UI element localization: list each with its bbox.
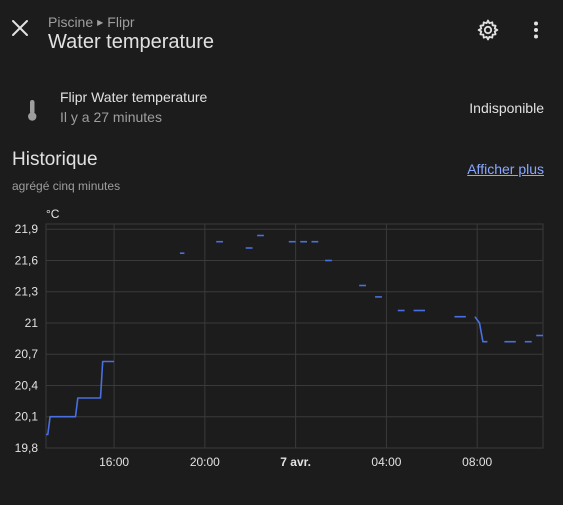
y-axis-unit: °C (46, 207, 60, 221)
y-tick-label: 20,7 (15, 347, 39, 361)
dialog-header: Piscine ▶ Flipr Water temperature (0, 0, 563, 62)
history-chart[interactable]: 19,8 20,1 20,4 20,7 21 21,3 21,6 21,9 °C 16:00 20:… (0, 200, 563, 480)
entity-last-changed: Il y a 27 minutes (60, 109, 162, 125)
series-line-segment (474, 316, 488, 343)
history-title: Historique (12, 149, 98, 170)
series-line-segment (46, 360, 115, 436)
y-tick-label: 21,9 (15, 222, 39, 236)
more-options-button[interactable] (524, 18, 548, 42)
y-tick-label: 21,6 (15, 253, 39, 267)
close-button[interactable] (8, 16, 32, 40)
y-tick-label: 21,3 (15, 285, 39, 299)
y-tick-label: 21 (25, 316, 39, 330)
y-tick-label: 19,8 (15, 441, 39, 455)
entity-name: Flipr Water temperature (60, 89, 208, 105)
history-subtitle: agrégé cinq minutes (12, 179, 121, 193)
y-tick-label: 20,1 (15, 410, 39, 424)
more-vertical-icon (534, 21, 538, 39)
page-title: Water temperature (48, 31, 214, 53)
entity-state: Indisponible (469, 100, 544, 116)
thermometer-icon (22, 98, 42, 122)
breadcrumb: Piscine ▶ Flipr (48, 14, 135, 30)
x-tick-label: 20:00 (190, 455, 220, 469)
breadcrumb-separator-icon: ▶ (97, 17, 104, 27)
close-icon (12, 20, 28, 36)
y-tick-label: 20,4 (15, 378, 39, 392)
entity-row: Flipr Water temperature Il y a 27 minute… (0, 80, 563, 136)
x-tick-label: 7 avr. (280, 455, 311, 469)
settings-button[interactable] (476, 18, 500, 42)
x-tick-label: 16:00 (99, 455, 129, 469)
breadcrumb-device: Flipr (107, 14, 135, 30)
gear-icon (477, 19, 499, 41)
breadcrumb-area: Piscine (48, 14, 94, 30)
x-tick-label: 04:00 (371, 455, 401, 469)
x-tick-label: 08:00 (462, 455, 492, 469)
chart-frame (45, 223, 544, 449)
show-more-link[interactable]: Afficher plus (467, 161, 544, 177)
